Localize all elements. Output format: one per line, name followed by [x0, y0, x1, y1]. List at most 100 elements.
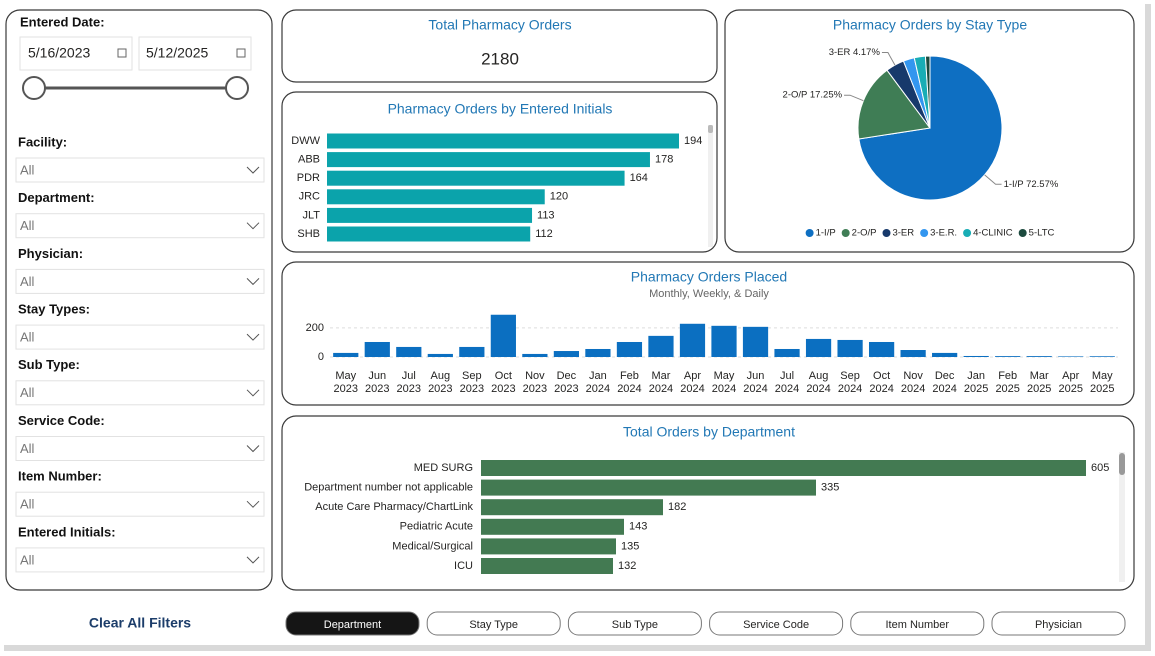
scrollbar-thumb[interactable] [1119, 453, 1125, 475]
x-tick-label: Mar 2024 [649, 370, 673, 395]
bar [327, 152, 650, 168]
x-tick-label: Feb 2024 [617, 370, 641, 395]
data-label: 164 [630, 172, 648, 184]
bar [522, 353, 548, 357]
bar [327, 226, 531, 242]
bar [364, 341, 390, 357]
dropdown[interactable] [15, 213, 265, 239]
data-label: 132 [618, 560, 636, 572]
dropdown[interactable] [15, 491, 265, 517]
bar [481, 538, 616, 555]
x-tick-label: Aug 2023 [428, 370, 452, 395]
x-tick-label: Jul 2024 [775, 370, 799, 395]
legend-swatch [882, 229, 891, 237]
x-tick-label: Dec 2023 [554, 370, 578, 395]
bar [1089, 356, 1115, 357]
bar [742, 326, 769, 357]
bar [616, 341, 643, 357]
scrollbar-thumb[interactable] [708, 125, 713, 133]
x-tick-label: Nov 2023 [523, 370, 547, 395]
tab-button[interactable] [426, 611, 561, 636]
calendar-icon[interactable] [236, 48, 246, 58]
dropdown-arrow[interactable] [246, 500, 260, 508]
bar [679, 323, 706, 357]
dropdown-value: All [20, 162, 35, 177]
tab-button[interactable] [709, 611, 844, 636]
x-tick-label: May 2024 [712, 370, 736, 395]
legend-label: 3-E.R. [930, 228, 957, 239]
dropdown-arrow[interactable] [246, 333, 260, 341]
dropdown[interactable] [15, 324, 265, 350]
bar [553, 351, 580, 357]
x-tick-label: Oct 2023 [491, 370, 515, 395]
kpi-card [281, 9, 718, 83]
date-value: 5/16/2023 [28, 45, 90, 61]
x-tick-label: Mar 2025 [1027, 370, 1051, 395]
slider-handle[interactable] [22, 76, 46, 100]
bar [327, 170, 625, 186]
bar [711, 325, 737, 357]
tab-button[interactable] [285, 611, 420, 636]
tab-button[interactable] [850, 611, 985, 636]
x-tick-label: Sep 2023 [460, 370, 484, 395]
chart-title: Pharmacy Orders by Stay Type [833, 17, 1027, 33]
dropdown-value: All [20, 552, 35, 567]
dropdown-arrow[interactable] [246, 278, 260, 286]
bar [427, 353, 453, 357]
legend-swatch [963, 229, 972, 237]
calendar-icon[interactable] [117, 48, 127, 58]
dropdown[interactable] [15, 547, 265, 573]
dropdown-arrow[interactable] [246, 389, 260, 397]
chart-title: Pharmacy Orders by Entered Initials [388, 101, 613, 117]
dropdown-arrow[interactable] [246, 445, 260, 453]
x-tick-label: Nov 2024 [901, 370, 925, 395]
leader-line [984, 174, 1002, 185]
x-tick-label: Dec 2024 [932, 370, 956, 395]
dropdown[interactable] [15, 380, 265, 406]
legend-swatch [1018, 229, 1027, 237]
scrollbar[interactable] [1119, 452, 1125, 582]
tab-button[interactable] [567, 611, 702, 636]
dropdown[interactable] [15, 268, 265, 294]
bar [481, 518, 624, 535]
scrollbar[interactable] [708, 125, 713, 247]
bar [327, 133, 679, 149]
dropdown-value: All [20, 218, 35, 233]
bar [648, 335, 674, 357]
filter-label: Department: [18, 190, 95, 205]
category-label: Pediatric Acute [400, 521, 473, 533]
dropdown-arrow[interactable] [246, 166, 260, 174]
chart-title: Pharmacy Orders Placed [631, 269, 787, 285]
filter-label: Entered Initials: [18, 524, 116, 539]
dropdown[interactable] [15, 157, 265, 183]
legend-swatch [841, 229, 850, 237]
tab-label: Sub Type [612, 619, 658, 631]
date-input[interactable] [138, 36, 252, 71]
x-tick-label: Jun 2024 [743, 370, 767, 395]
date-input[interactable] [19, 36, 133, 71]
bar [585, 348, 611, 357]
bar [481, 460, 1086, 476]
tab-label: Item Number [886, 619, 950, 631]
bar [932, 352, 958, 357]
dropdown-value: All [20, 274, 35, 289]
data-label: 605 [1091, 462, 1109, 474]
x-tick-label: Jan 2025 [964, 370, 988, 395]
y-tick-label: 0 [318, 351, 324, 363]
data-label: 194 [684, 135, 702, 147]
kpi-title: Total Pharmacy Orders [428, 17, 571, 33]
filter-label: Physician: [18, 246, 83, 261]
clear-filters-button[interactable]: Clear All Filters [89, 615, 191, 631]
slider-handle[interactable] [225, 76, 249, 100]
bar [774, 348, 800, 357]
category-label: Medical/Surgical [392, 540, 473, 552]
kpi-value: 2180 [481, 49, 519, 68]
category-label: SHB [297, 228, 320, 240]
dropdown-arrow[interactable] [246, 556, 260, 564]
data-label: 120 [550, 191, 568, 203]
dropdown[interactable] [15, 436, 265, 461]
legend-label: 1-I/P [816, 228, 836, 239]
dropdown-arrow[interactable] [246, 222, 260, 230]
tab-button[interactable] [991, 611, 1126, 636]
bar [327, 207, 533, 223]
